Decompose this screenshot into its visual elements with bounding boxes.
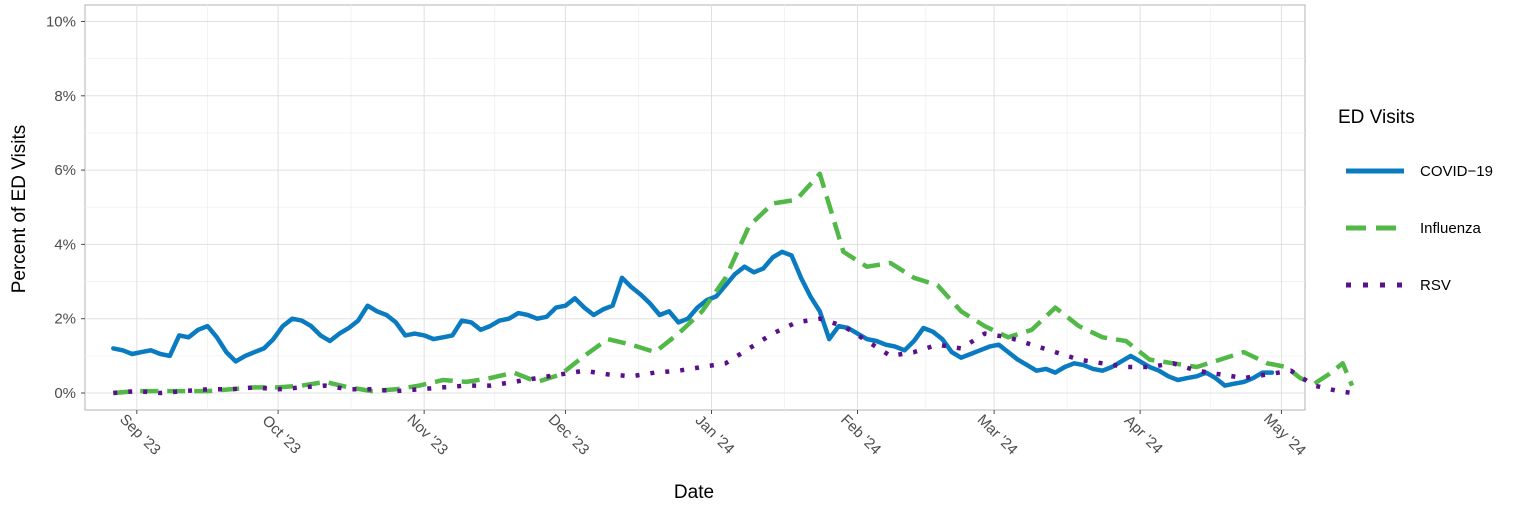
y-tick-label: 8%	[54, 88, 76, 105]
y-axis-title: Percent of ED Visits	[9, 125, 30, 294]
legend-label: Influenza	[1420, 220, 1482, 237]
x-tick-label: Oct '23	[259, 412, 304, 457]
series-line-influenza	[113, 171, 1355, 396]
grid-lines	[85, 5, 1305, 410]
legend-title: ED Visits	[1338, 107, 1415, 128]
x-tick-label: Jan '24	[692, 412, 738, 458]
x-tick-label: Feb '24	[837, 411, 884, 458]
x-tick-label: Nov '23	[404, 411, 452, 459]
x-axis-title: Date	[674, 482, 714, 503]
y-tick-label: 0%	[54, 385, 76, 402]
x-tick-label: Dec '23	[545, 411, 593, 459]
legend: ED Visits COVID−19 Influenza RSV	[1338, 107, 1493, 294]
y-tick-label: 6%	[54, 162, 76, 179]
x-tick-label: May '24	[1260, 410, 1309, 459]
y-tick-label: 10%	[46, 14, 76, 31]
x-axis: Sep '23 Oct '23 Nov '23 Dec '23 Jan '24 Feb '…	[116, 410, 1309, 459]
x-tick-label: Apr '24	[1121, 412, 1166, 457]
y-axis: 0% 2% 4% 6% 8% 10%	[46, 14, 85, 402]
series-line-covid-19	[111, 249, 1275, 388]
y-tick-label: 4%	[54, 236, 76, 253]
y-tick-label: 2%	[54, 311, 76, 328]
legend-label: RSV	[1420, 277, 1451, 294]
legend-label: COVID−19	[1420, 163, 1493, 180]
series-lines	[111, 171, 1355, 396]
x-tick-label: Sep '23	[116, 411, 164, 459]
x-tick-label: Mar '24	[974, 411, 1021, 458]
